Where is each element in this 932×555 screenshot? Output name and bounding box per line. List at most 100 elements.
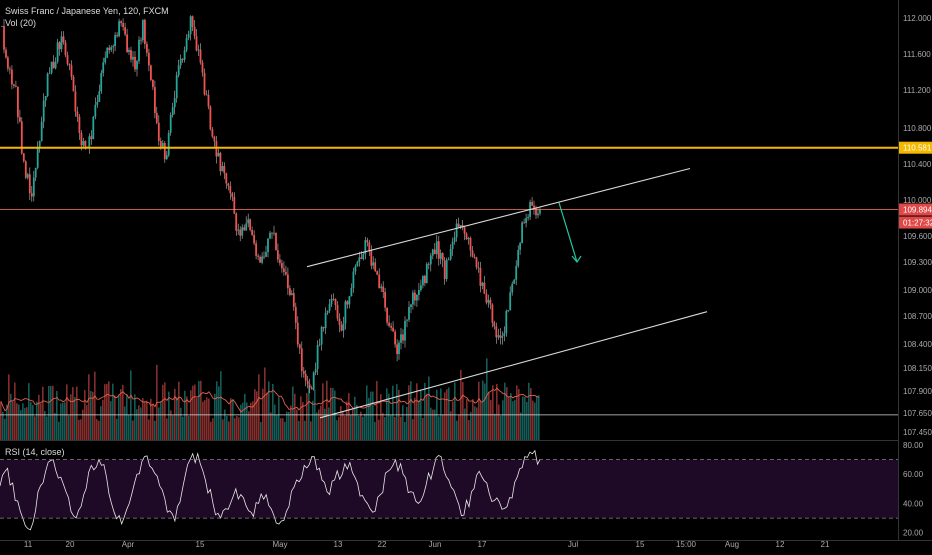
candle-body	[328, 304, 331, 311]
volume-bar	[248, 411, 250, 440]
volume-bar	[510, 393, 512, 440]
volume-bar	[468, 420, 470, 440]
candle-body	[136, 61, 138, 70]
candle-body	[66, 55, 69, 64]
volume-bar	[70, 394, 72, 440]
volume-bar	[260, 422, 262, 440]
volume-bar	[130, 370, 132, 440]
price-tick-label: 108.700	[903, 312, 932, 321]
candle-body	[54, 61, 57, 69]
volume-bar	[370, 391, 372, 440]
drawings-layer[interactable]	[0, 146, 898, 419]
candle-body	[243, 227, 246, 231]
symbol-title[interactable]: Swiss Franc / Japanese Yen, 120, FXCM	[5, 6, 169, 16]
candle-body	[187, 34, 190, 38]
candle-body	[130, 50, 132, 60]
volume-bar	[432, 409, 434, 440]
candle-body	[96, 101, 99, 105]
candle-body	[441, 253, 444, 261]
volume-bar	[242, 402, 244, 440]
volume-bar	[316, 412, 318, 440]
candle-body	[239, 229, 242, 236]
volume-bar	[194, 384, 196, 440]
candle-body	[412, 292, 414, 305]
volume-bar	[250, 402, 252, 440]
volume-bar	[530, 388, 532, 440]
rsi-title[interactable]: RSI (14, close)	[5, 447, 65, 457]
volume-bar	[108, 381, 110, 440]
candle-body	[451, 241, 454, 249]
volume-bar	[304, 420, 306, 440]
volume-bar	[428, 376, 430, 440]
candle-body	[32, 177, 35, 197]
price-tick-label: 109.000	[903, 286, 932, 295]
volume-bar	[312, 400, 314, 440]
candle-body	[433, 249, 436, 255]
volume-bar	[148, 419, 150, 440]
candle-body	[60, 36, 63, 50]
candle-body	[302, 371, 305, 374]
volume-bar	[302, 402, 304, 440]
candle-body	[449, 249, 452, 260]
candle-body	[427, 263, 430, 265]
volume-bar	[320, 405, 322, 440]
price-tick-label: 111.600	[903, 50, 931, 59]
channel-line	[306, 167, 691, 268]
candle-body	[112, 46, 115, 48]
candle-body	[447, 259, 450, 261]
volume-bar	[300, 396, 302, 440]
volume-bar	[16, 403, 18, 440]
candle-body	[370, 250, 373, 266]
volume-ma-line	[0, 387, 540, 413]
price-tag-current: 109.894	[903, 206, 932, 215]
volume-bar	[284, 421, 286, 440]
candle-body	[533, 205, 535, 208]
candle-body	[360, 257, 363, 259]
candle-body	[368, 242, 371, 251]
price-tag-countdown: 01:27:32	[903, 219, 932, 228]
candle-body	[384, 292, 386, 308]
volume-bar	[434, 409, 436, 440]
candle-body	[352, 271, 355, 288]
candle-body	[408, 307, 410, 320]
candle-body	[265, 252, 267, 257]
candle-body	[22, 153, 25, 162]
time-tick-label: Jul	[568, 540, 578, 549]
candle-body	[503, 333, 506, 336]
candle-body	[52, 61, 55, 69]
candle-body	[173, 98, 176, 108]
time-tick-label: 15:00	[676, 540, 697, 549]
volume-bar	[168, 391, 170, 440]
candle-body	[114, 35, 116, 47]
volume-bar	[134, 394, 136, 440]
volume-bar	[240, 404, 242, 440]
volume-bar	[48, 385, 50, 440]
candle-body	[422, 276, 424, 286]
rsi-tick-label: 80.00	[903, 441, 924, 450]
candle-body	[259, 256, 261, 263]
candle-body	[281, 263, 283, 269]
candle-body	[152, 80, 154, 88]
volume-bar	[78, 419, 80, 440]
candle-body	[513, 279, 516, 284]
volume-title[interactable]: Vol (20)	[5, 18, 37, 28]
price-layer	[1, 15, 541, 394]
candle-body	[366, 240, 369, 243]
volume-bar	[376, 381, 378, 440]
volume-bar	[318, 409, 320, 440]
volume-bar	[366, 385, 368, 440]
volume-bar	[106, 383, 108, 440]
volume-bar	[224, 409, 226, 440]
candle-body	[223, 166, 226, 174]
candle-body	[5, 49, 7, 58]
volume-bar	[444, 392, 446, 440]
volume-bar	[136, 409, 138, 440]
candle-body	[511, 283, 514, 293]
candle-body	[283, 268, 285, 272]
price-tick-label: 107.450	[903, 428, 932, 437]
candle-body	[342, 323, 345, 331]
time-tick-label: 15	[196, 540, 205, 549]
candle-body	[326, 310, 329, 313]
